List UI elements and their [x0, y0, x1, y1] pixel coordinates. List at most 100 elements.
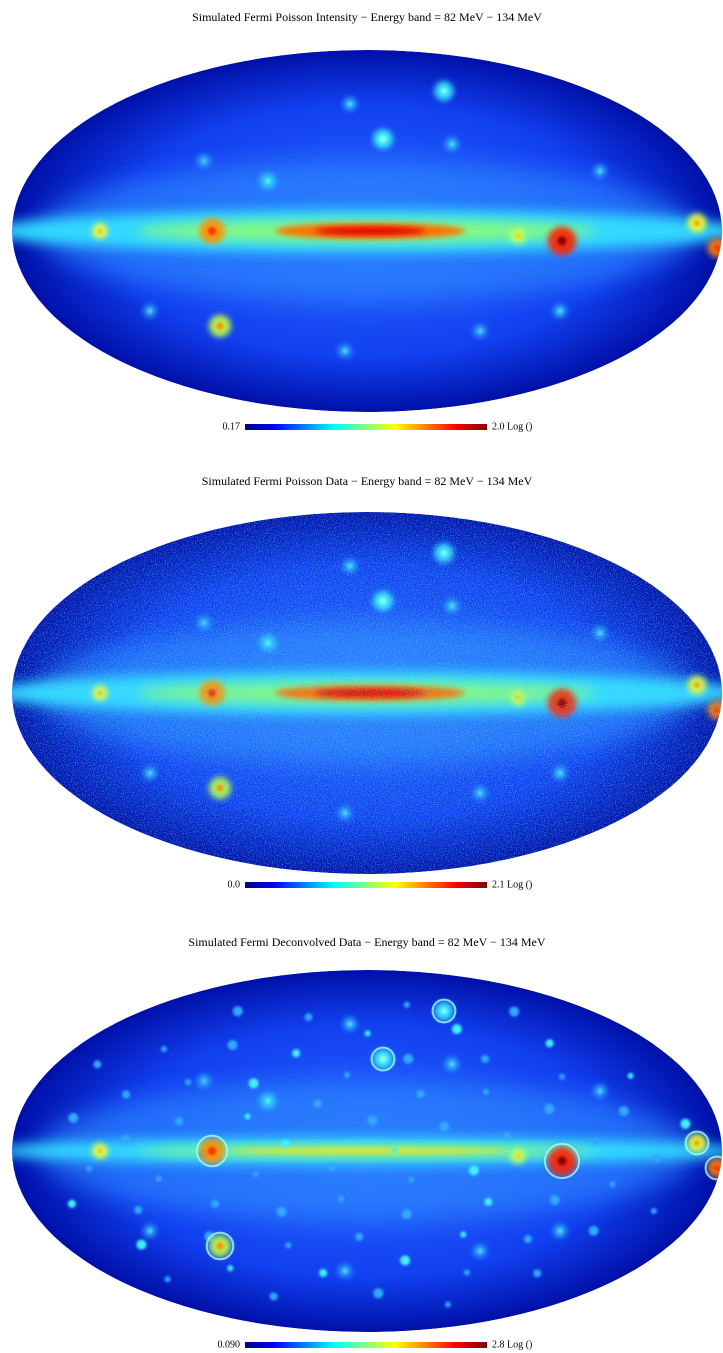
faint-source	[185, 1079, 192, 1086]
source-core	[694, 220, 700, 226]
faint-source	[588, 1225, 599, 1236]
faint-source	[175, 1117, 184, 1126]
sky-map	[12, 50, 722, 412]
faint-source	[164, 1276, 171, 1283]
faint-source	[545, 1039, 554, 1048]
faint-source	[468, 1165, 479, 1176]
colorbar-max-label: 2.1 Log ()	[492, 879, 532, 890]
colorbar	[245, 882, 487, 888]
faint-source	[401, 1208, 412, 1219]
plane-core	[230, 1148, 510, 1154]
faint-source	[155, 1175, 162, 1182]
source-core	[216, 1242, 224, 1250]
source-core	[380, 136, 386, 142]
faint-source	[618, 1106, 629, 1117]
faint-source	[227, 1040, 238, 1051]
faint-source	[285, 1242, 292, 1249]
faint-source	[136, 1239, 147, 1250]
faint-source	[304, 1013, 313, 1022]
colorbar-min-label: 0.090	[218, 1339, 241, 1350]
faint-source	[93, 1060, 102, 1069]
faint-source	[650, 1208, 657, 1215]
faint-source	[408, 1176, 415, 1183]
source-core	[450, 142, 454, 146]
faint-source	[367, 1115, 378, 1126]
source-core	[694, 1140, 700, 1146]
faint-source	[248, 1078, 259, 1089]
source-core	[343, 1269, 347, 1273]
faint-source	[327, 1163, 336, 1172]
source-core	[97, 1148, 103, 1154]
faint-source	[653, 1153, 662, 1162]
faint-source	[416, 1089, 425, 1098]
source-core	[558, 1229, 562, 1233]
faint-source	[484, 1197, 493, 1206]
source-core	[208, 227, 216, 235]
colorbar-min-label: 0.0	[228, 879, 241, 890]
source-core	[478, 1249, 482, 1253]
faint-source	[211, 1199, 220, 1208]
faint-source	[444, 1301, 451, 1308]
source-core	[557, 236, 567, 246]
faint-source	[591, 1137, 600, 1146]
source-core	[714, 1165, 720, 1171]
sky-map	[12, 970, 722, 1332]
faint-source	[482, 1088, 489, 1095]
source-core	[265, 178, 271, 184]
faint-source	[344, 1071, 351, 1078]
faint-source	[463, 1269, 470, 1276]
source-ring	[431, 998, 457, 1024]
faint-source	[533, 1269, 542, 1278]
sky-map	[12, 512, 722, 874]
source-core	[441, 1008, 447, 1014]
source-ring	[543, 1142, 581, 1180]
faint-source	[609, 1181, 616, 1188]
faint-source	[503, 1131, 512, 1140]
colorbar	[245, 1342, 487, 1348]
source-core	[97, 228, 103, 234]
faint-source	[313, 1099, 322, 1108]
faint-source	[439, 1121, 450, 1132]
faint-source	[364, 1030, 371, 1037]
source-core	[148, 309, 152, 313]
faint-source	[232, 1006, 243, 1017]
source-ring	[370, 1046, 396, 1072]
source-core	[202, 159, 206, 163]
faint-source	[509, 1006, 520, 1017]
source-core	[450, 1062, 454, 1066]
faint-source	[276, 1206, 287, 1217]
faint-source	[680, 1118, 691, 1129]
faint-source	[403, 1001, 410, 1008]
source-core	[598, 169, 602, 173]
source-core	[348, 102, 352, 106]
source-ring	[195, 1134, 229, 1168]
source-core	[380, 1056, 386, 1062]
faint-source	[269, 1292, 278, 1301]
source-core	[348, 1022, 352, 1026]
source-core	[265, 1098, 271, 1104]
colorbar-min-label: 0.17	[223, 421, 241, 432]
faint-source	[391, 1148, 398, 1154]
faint-source	[544, 1103, 555, 1114]
colorbar-max-label: 2.8 Log ()	[492, 1339, 532, 1350]
faint-source	[549, 1195, 560, 1206]
faint-source	[400, 1255, 411, 1266]
poisson-noise	[12, 512, 722, 874]
source-core	[714, 245, 720, 251]
faint-source	[460, 1231, 467, 1238]
faint-source	[281, 1139, 290, 1148]
panel-title: Simulated Fermi Poisson Data − Energy ba…	[202, 474, 533, 488]
source-core	[598, 1089, 602, 1093]
faint-source	[161, 1045, 168, 1052]
source-core	[441, 88, 447, 94]
faint-source	[122, 1090, 131, 1099]
source-core	[208, 1147, 216, 1155]
source-core	[343, 349, 347, 353]
faint-source	[403, 1053, 414, 1064]
plane-center	[315, 227, 425, 235]
source-ring	[684, 1130, 710, 1156]
source-core	[557, 1156, 567, 1166]
faint-source	[451, 1024, 462, 1035]
source-core	[515, 1153, 521, 1159]
